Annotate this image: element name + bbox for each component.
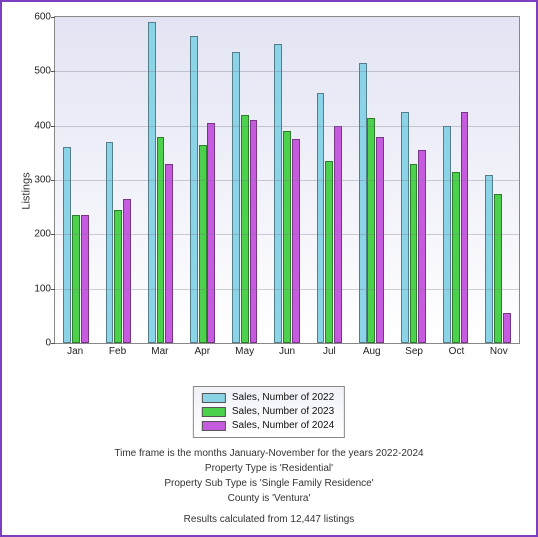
x-tick-label: Oct <box>449 346 465 357</box>
legend-item: Sales, Number of 2022 <box>202 391 334 405</box>
bar <box>199 145 207 343</box>
legend-item: Sales, Number of 2023 <box>202 405 334 419</box>
x-tick-label: Aug <box>363 346 381 357</box>
bar <box>410 164 418 343</box>
bar <box>359 63 367 343</box>
bar <box>325 161 333 343</box>
caption-line: County is 'Ventura' <box>2 491 536 506</box>
legend: Sales, Number of 2022 Sales, Number of 2… <box>193 386 345 438</box>
x-tick-label: Jul <box>323 346 336 357</box>
legend-label: Sales, Number of 2024 <box>232 419 334 433</box>
bar <box>190 36 198 343</box>
x-tick-label: Sep <box>405 346 423 357</box>
legend-swatch <box>202 421 226 431</box>
x-tick-label: Jun <box>279 346 295 357</box>
x-tick-label: Nov <box>490 346 508 357</box>
bar <box>376 137 384 343</box>
bar <box>292 139 300 343</box>
bar <box>123 199 131 343</box>
bar <box>283 131 291 343</box>
caption-line: Property Type is 'Residential' <box>2 461 536 476</box>
chart-area: Listings 0100200300400500600 JanFebMarAp… <box>10 10 532 372</box>
caption-line: Time frame is the months January-Novembe… <box>2 446 536 461</box>
chart-frame: Listings 0100200300400500600 JanFebMarAp… <box>0 0 538 537</box>
bar <box>452 172 460 343</box>
x-tick-label: Apr <box>194 346 210 357</box>
legend-label: Sales, Number of 2023 <box>232 405 334 419</box>
legend-swatch <box>202 407 226 417</box>
bar <box>494 194 502 343</box>
bar <box>241 115 249 343</box>
bar <box>401 112 409 343</box>
legend-label: Sales, Number of 2022 <box>232 391 334 405</box>
x-tick-label: Feb <box>109 346 126 357</box>
bar <box>106 142 114 343</box>
bar <box>157 137 165 343</box>
legend-swatch <box>202 393 226 403</box>
bar <box>114 210 122 343</box>
bar <box>63 147 71 343</box>
bar <box>165 164 173 343</box>
x-tick-label: Mar <box>151 346 168 357</box>
bar <box>232 52 240 343</box>
plot-area: 0100200300400500600 <box>54 16 520 344</box>
caption: Time frame is the months January-Novembe… <box>2 446 536 527</box>
caption-line: Property Sub Type is 'Single Family Resi… <box>2 476 536 491</box>
caption-result: Results calculated from 12,447 listings <box>2 512 536 527</box>
bar <box>274 44 282 343</box>
bar <box>317 93 325 343</box>
bar <box>461 112 469 343</box>
bar <box>503 313 511 343</box>
bar <box>485 175 493 343</box>
bar <box>207 123 215 343</box>
bar <box>367 118 375 343</box>
x-tick-label: Jan <box>67 346 83 357</box>
x-axis: Jan Feb Mar Apr May Jun Jul Aug Sep Oct Nov <box>54 344 520 372</box>
bar <box>250 120 258 343</box>
x-tick-label: May <box>235 346 254 357</box>
legend-item: Sales, Number of 2024 <box>202 419 334 433</box>
